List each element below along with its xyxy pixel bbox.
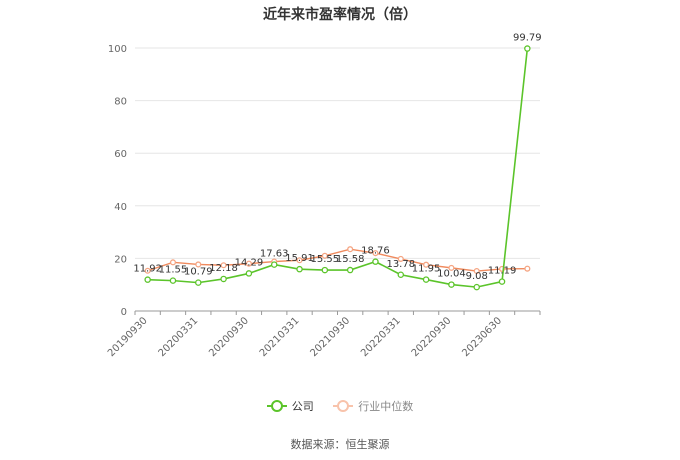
legend-industry-marker-icon <box>333 400 354 412</box>
company-data-label: 11.92 <box>133 264 162 275</box>
industry-median-point <box>524 265 531 272</box>
industry-median-point <box>169 259 177 266</box>
industry-median-point <box>347 246 354 253</box>
industry-median-point <box>321 252 328 259</box>
legend: 公司 行业中位数 <box>0 398 680 415</box>
x-tick-label: 20190930 <box>106 315 150 359</box>
x-tick-label: 20210930 <box>309 315 353 359</box>
legend-company-marker-icon <box>266 400 287 412</box>
company-point <box>346 266 354 274</box>
data-labels: 11.9211.5510.7912.1814.2917.6315.9115.55… <box>133 33 541 283</box>
legend-item-industry-median[interactable]: 行业中位数 <box>333 398 413 414</box>
company-point <box>296 265 303 273</box>
company-data-label: 11.55 <box>159 265 188 276</box>
company-point <box>473 283 480 291</box>
company-point <box>372 258 379 265</box>
industry-median-point <box>195 261 202 268</box>
company-point <box>195 279 202 286</box>
company-data-label: 12.18 <box>209 263 238 274</box>
company-data-label: 15.91 <box>285 253 314 264</box>
series-lines <box>144 45 531 291</box>
company-data-label: 14.29 <box>235 257 264 268</box>
legend-industry-label: 行业中位数 <box>358 400 414 413</box>
industry-median-point <box>372 250 379 257</box>
y-tick-label: 60 <box>114 149 127 160</box>
grid-lines <box>135 47 540 259</box>
industry-median-point <box>220 262 227 269</box>
company-data-label: 9.08 <box>466 271 488 282</box>
x-tick-label: 20220930 <box>410 315 454 359</box>
company-data-label: 10.04 <box>437 269 466 280</box>
company-point <box>220 275 227 283</box>
company-point <box>321 266 329 274</box>
x-tick-label: 20220331 <box>359 315 403 359</box>
x-tick-label: 20200331 <box>157 315 201 359</box>
industry-median-point <box>245 260 252 267</box>
company-data-label: 15.58 <box>336 254 365 265</box>
industry-median-point <box>448 264 455 271</box>
company-point <box>270 261 278 268</box>
industry-median-point <box>144 267 151 274</box>
company-data-label: 99.79 <box>513 33 542 44</box>
x-tick-label: 20210331 <box>258 315 302 359</box>
company-data-label: 17.63 <box>260 249 289 260</box>
y-tick-label: 0 <box>121 307 127 318</box>
company-point <box>448 281 455 288</box>
legend-item-company[interactable]: 公司 <box>266 398 314 414</box>
x-tick-label: 20230630 <box>460 315 504 359</box>
industry-median-point <box>296 257 303 264</box>
industry-median-line <box>147 248 528 272</box>
company-point <box>144 276 151 283</box>
company-point <box>397 271 405 279</box>
company-line <box>147 48 529 288</box>
company-point <box>498 278 506 285</box>
x-tick-label: 20200930 <box>207 315 251 359</box>
y-tick-label: 20 <box>114 254 127 265</box>
industry-median-point <box>473 267 480 275</box>
company-data-label: 15.55 <box>311 254 340 265</box>
legend-company-label: 公司 <box>291 400 314 413</box>
industry-median-point <box>423 261 430 268</box>
y-tick-label: 80 <box>114 97 127 108</box>
company-data-label: 13.78 <box>386 259 415 270</box>
company-data-label: 11.95 <box>412 264 441 275</box>
company-data-label: 10.79 <box>184 267 213 278</box>
company-data-label: 18.76 <box>361 246 390 257</box>
y-tick-label: 100 <box>108 44 127 55</box>
company-point <box>245 270 253 277</box>
company-point <box>422 276 430 283</box>
chart-title: 近年来市盈率情况（倍） <box>263 7 417 23</box>
company-point <box>169 277 177 284</box>
company-data-label: 11.19 <box>488 266 517 277</box>
source-note: 数据来源：恒生聚源 <box>290 438 390 451</box>
industry-median-point <box>397 255 404 262</box>
y-tick-label: 40 <box>114 202 127 213</box>
company-point <box>524 45 531 52</box>
